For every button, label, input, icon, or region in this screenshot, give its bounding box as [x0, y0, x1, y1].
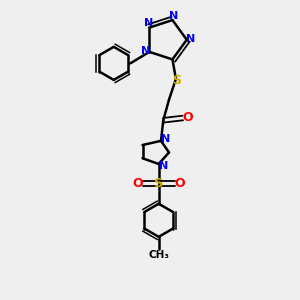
Text: N: N — [141, 46, 150, 56]
Text: N: N — [159, 161, 168, 171]
Text: CH₃: CH₃ — [148, 250, 169, 260]
Text: N: N — [161, 134, 170, 144]
Text: S: S — [154, 177, 164, 190]
Text: S: S — [172, 74, 182, 87]
Text: O: O — [182, 112, 193, 124]
Text: N: N — [169, 11, 178, 21]
Text: N: N — [144, 19, 153, 28]
Text: O: O — [175, 177, 185, 190]
Text: O: O — [132, 177, 143, 190]
Text: N: N — [186, 34, 196, 44]
